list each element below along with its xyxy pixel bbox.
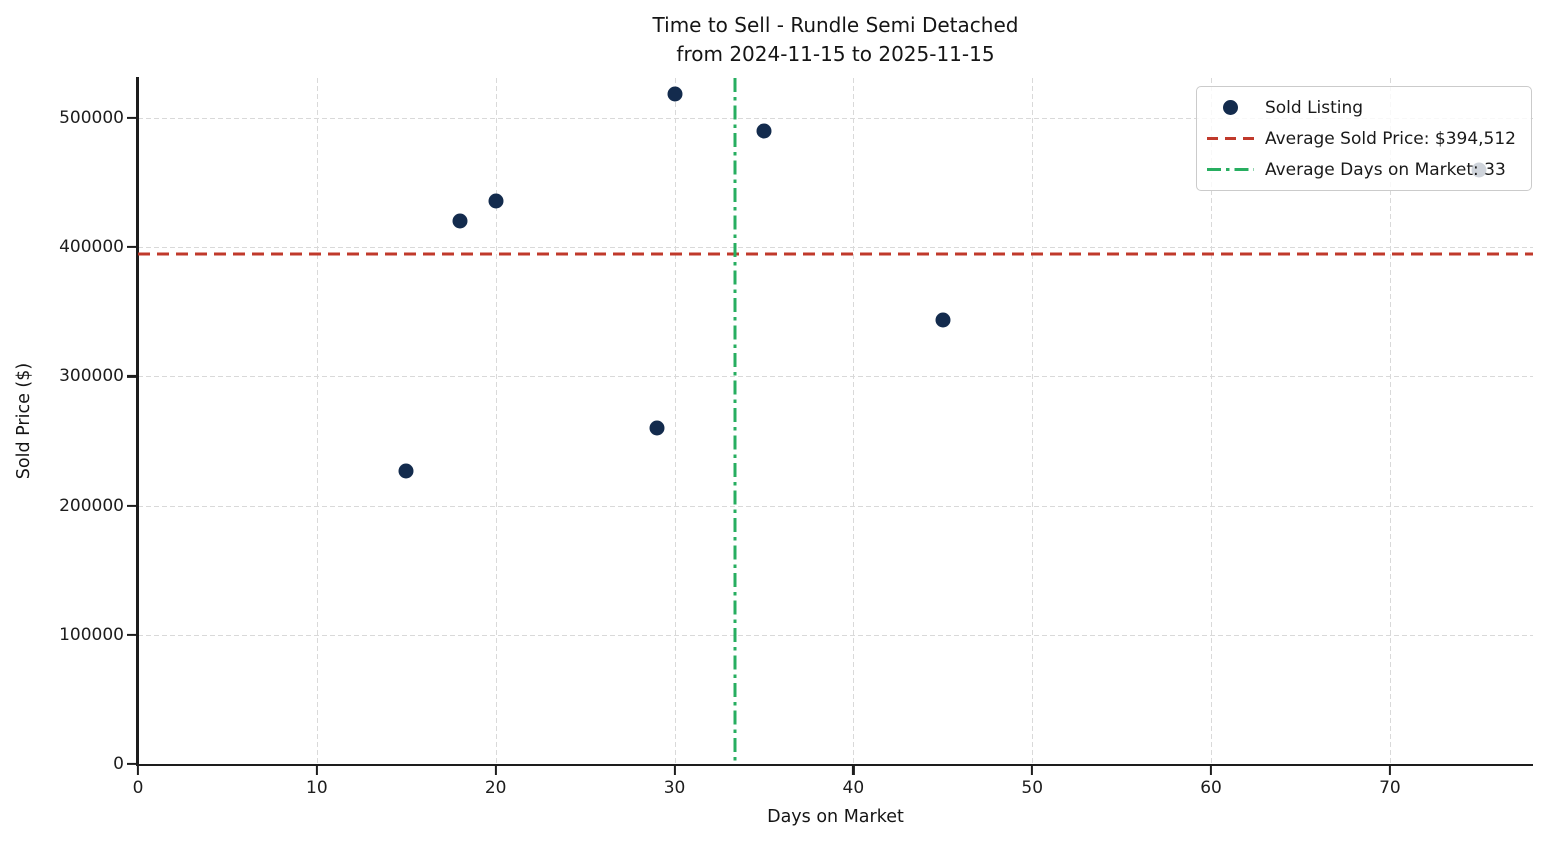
y-tick-label: 400000 xyxy=(59,237,124,258)
x-tick xyxy=(673,766,676,775)
gridline-vertical xyxy=(1211,78,1213,764)
x-tick-label: 50 xyxy=(1021,778,1044,798)
scatter-point xyxy=(488,193,504,209)
x-tick xyxy=(1209,766,1213,775)
dashdot-line-icon xyxy=(1206,167,1254,172)
x-tick xyxy=(494,766,497,775)
gridline-vertical xyxy=(853,78,855,764)
legend: Sold Listing Average Sold Price: $394,51… xyxy=(1195,86,1532,191)
x-tick-label: 0 xyxy=(132,778,144,798)
gridline-horizontal xyxy=(138,247,1533,249)
avg-days-line xyxy=(733,78,737,764)
gridline-horizontal xyxy=(138,376,1533,378)
x-tick xyxy=(1388,766,1392,775)
x-tick-label: 20 xyxy=(484,778,507,798)
x-tick xyxy=(1031,766,1034,775)
gridline-vertical xyxy=(495,78,497,764)
x-tick xyxy=(315,766,318,775)
y-tick-label: 300000 xyxy=(59,366,124,387)
scatter-point xyxy=(756,123,772,139)
scatter-point xyxy=(667,86,683,101)
gridline-horizontal xyxy=(138,634,1533,636)
legend-row-average-sold-price: Average Sold Price: $394,512 xyxy=(1206,125,1516,152)
y-tick xyxy=(127,375,136,378)
y-axis-spine xyxy=(136,77,139,766)
legend-label-average-sold-price: Average Sold Price: $394,512 xyxy=(1264,128,1516,149)
y-tick-label: 100000 xyxy=(59,624,124,645)
avg-price-line xyxy=(138,252,1533,256)
x-tick-label: 70 xyxy=(1379,778,1401,798)
y-tick-label: 500000 xyxy=(59,108,124,129)
legend-label-sold-listing: Sold Listing xyxy=(1264,97,1364,118)
x-tick xyxy=(136,766,140,775)
x-axis-label: Days on Market xyxy=(767,807,904,827)
sold-listing-dot-icon xyxy=(1207,100,1254,115)
x-axis-spine xyxy=(136,763,1533,766)
gridline-horizontal xyxy=(138,505,1533,507)
scatter-point xyxy=(452,213,468,229)
x-tick-label: 30 xyxy=(663,778,686,798)
legend-row-sold-listing: Sold Listing xyxy=(1207,94,1516,121)
y-tick-label: 200000 xyxy=(59,495,124,516)
y-axis-label: Sold Price ($) xyxy=(14,362,34,480)
gridline-vertical xyxy=(1389,78,1391,764)
scatter-point xyxy=(935,312,951,328)
y-tick xyxy=(127,116,136,120)
scatter-point xyxy=(649,420,665,436)
y-tick xyxy=(127,246,136,249)
gridline-horizontal xyxy=(138,118,1533,120)
chart-title: Time to Sell - Rundle Semi Detached from… xyxy=(138,11,1533,69)
dashed-line-icon xyxy=(1206,136,1254,141)
x-tick-label: 10 xyxy=(306,778,328,798)
y-tick xyxy=(127,762,136,766)
gridline-vertical xyxy=(674,78,676,764)
legend-label-average-days-on-market: Average Days on Market: 33 xyxy=(1264,159,1506,180)
y-tick xyxy=(127,504,136,507)
y-tick-label: 0 xyxy=(113,754,124,774)
y-tick xyxy=(127,633,136,636)
gridline-vertical xyxy=(1032,78,1034,764)
x-tick-label: 40 xyxy=(842,778,865,798)
chart-title-line-1: Time to Sell - Rundle Semi Detached xyxy=(652,13,1019,37)
scatter-point xyxy=(398,463,414,479)
legend-row-average-days-on-market: Average Days on Market: 33 xyxy=(1206,156,1516,183)
x-tick-label: 60 xyxy=(1200,778,1222,798)
x-tick xyxy=(852,766,855,775)
chart-title-line-2: from 2024-11-15 to 2025-11-15 xyxy=(676,42,995,66)
gridline-vertical xyxy=(316,78,318,764)
